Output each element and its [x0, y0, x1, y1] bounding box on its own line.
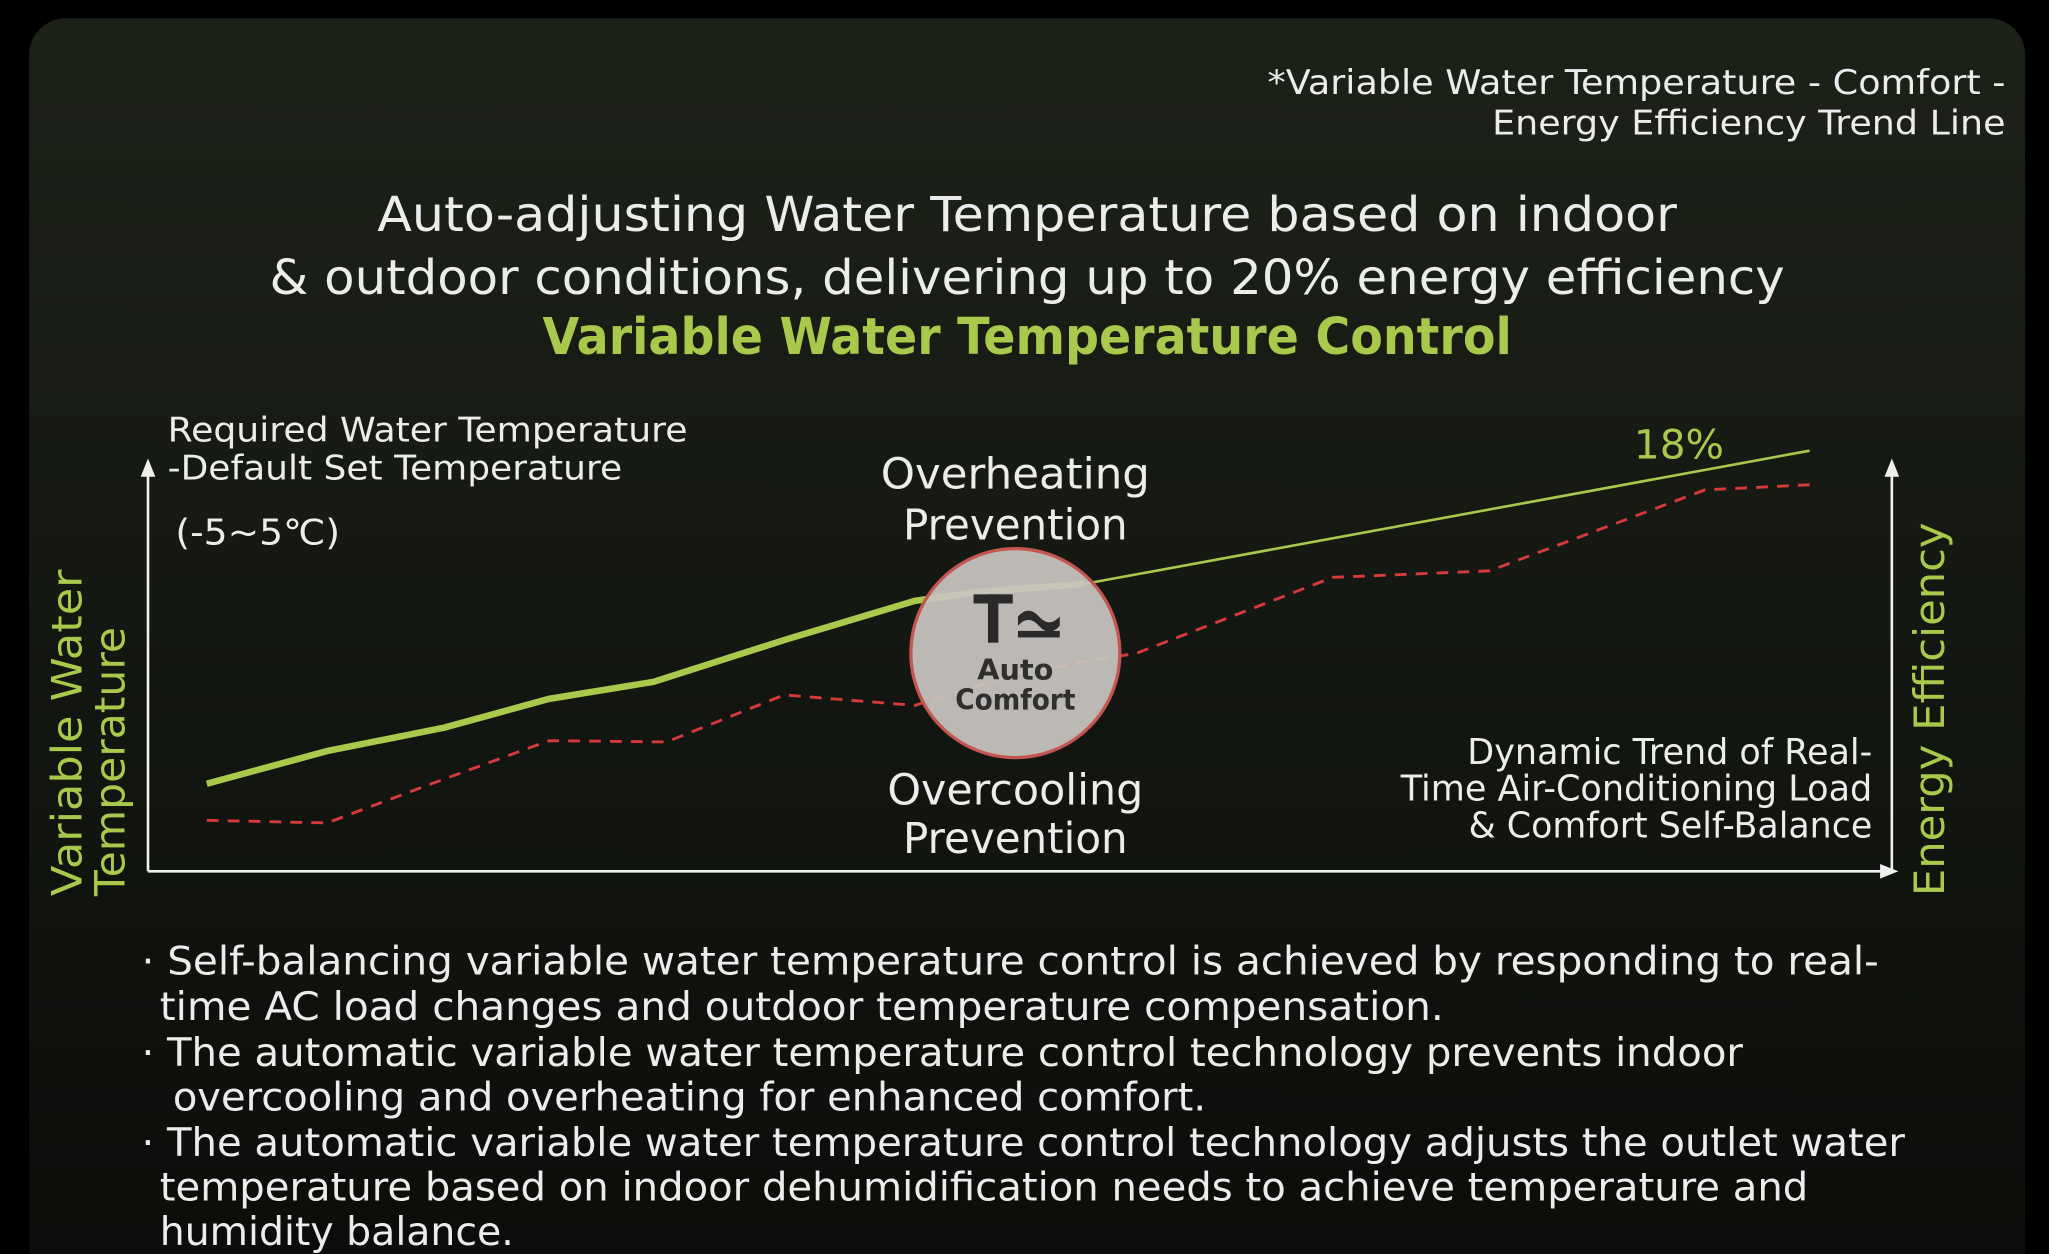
- bullet: overcooling and overheating for enhanced…: [173, 1075, 1206, 1120]
- bullet: temperature based on indoor dehumidifica…: [160, 1165, 1808, 1210]
- badge: [909, 546, 1122, 760]
- zone-label: Overheating: [881, 450, 1150, 500]
- axis-note: Required Water Temperature: [168, 411, 688, 451]
- zone-label: Overcooling: [887, 766, 1143, 816]
- badge-icon: [973, 594, 1060, 643]
- bullet: · The automatic variable water temperatu…: [141, 1031, 1743, 1076]
- badge-text: Comfort: [955, 682, 1075, 716]
- y-axis-label: Variable Water: [42, 569, 91, 896]
- note: *Variable Water Temperature - Comfort -: [1267, 63, 2005, 103]
- bullet: time AC load changes and outdoor tempera…: [160, 985, 1444, 1030]
- subtitle: Variable Water Temperature Control: [542, 308, 1511, 367]
- trend-note: Dynamic Trend of Real-: [1467, 732, 1872, 773]
- line-label: 18%: [1634, 420, 1724, 468]
- load-trend-line: [206, 483, 1814, 825]
- bullet: · The automatic variable water temperatu…: [141, 1121, 1905, 1166]
- bullet: humidity balance.: [160, 1210, 514, 1254]
- trend-note: & Comfort Self-Balance: [1469, 805, 1873, 846]
- zone-label: Prevention: [903, 500, 1128, 550]
- badge-text: Auto: [977, 652, 1053, 686]
- y-axis-label: Temperature: [85, 627, 134, 897]
- trend-note: Time Air-Conditioning Load: [1400, 769, 1873, 810]
- efficiency-trend-line: [1084, 449, 1810, 586]
- note: Energy Efficiency Trend Line: [1492, 104, 2005, 144]
- axis-note: (-5~5℃): [175, 513, 340, 554]
- headline: & outdoor conditions, delivering up to 2…: [269, 250, 1784, 306]
- headline: Auto-adjusting Water Temperature based o…: [377, 187, 1677, 243]
- bullet: · Self-balancing variable water temperat…: [141, 939, 1878, 984]
- zone-label: Prevention: [903, 814, 1128, 864]
- right-axis-label: Energy Efficiency: [1905, 523, 1954, 897]
- axis-note: -Default Set Temperature: [168, 448, 623, 488]
